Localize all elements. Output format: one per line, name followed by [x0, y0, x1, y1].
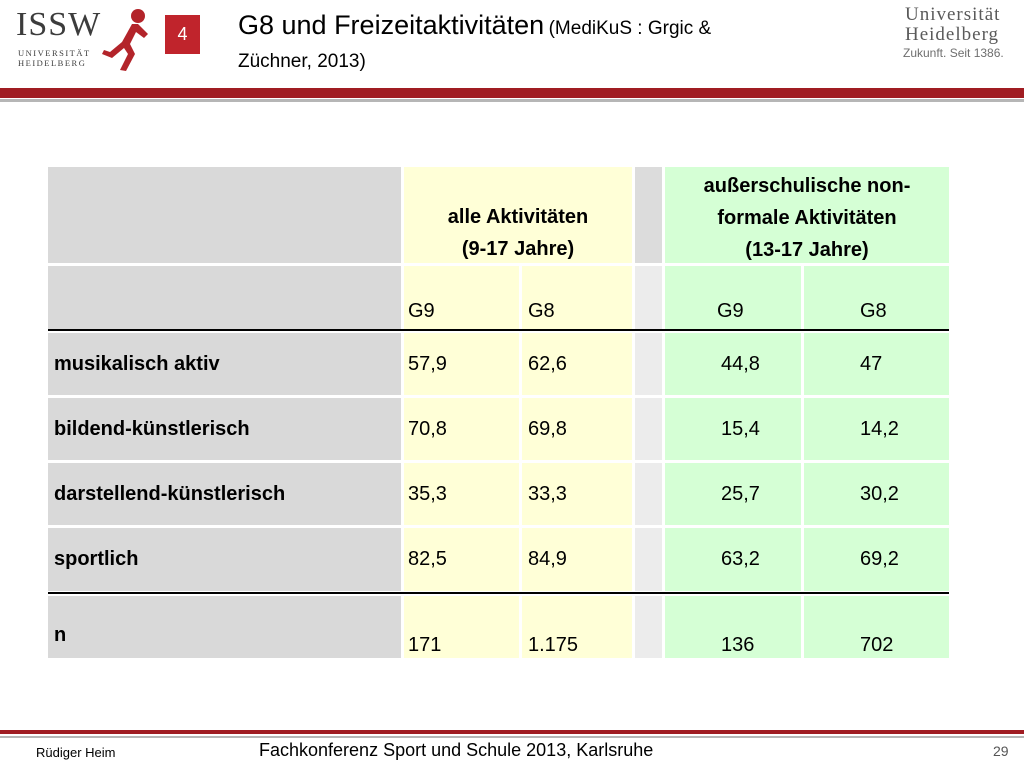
- footer-conference: Fachkonferenz Sport und Schule 2013, Kar…: [259, 740, 654, 760]
- title-main: G8 und Freizeitaktivitäten: [238, 10, 545, 40]
- group-separator: [635, 596, 662, 658]
- row-label: sportlich: [48, 528, 401, 591]
- row-label: bildend-künstlerisch: [48, 398, 401, 460]
- group-separator: [635, 463, 662, 525]
- table-cell: 33,3: [522, 463, 632, 525]
- issw-logo-line1: UNIVERSITÄT: [18, 48, 91, 58]
- subheader-g9: G9: [665, 266, 801, 330]
- footer-divider: [0, 730, 1024, 734]
- table-cell: 63,2: [665, 528, 801, 591]
- group2-line3: (13-17 Jahre): [745, 239, 869, 261]
- group2-line2: formale Aktivitäten: [717, 207, 897, 229]
- page-number: 29: [993, 743, 1009, 759]
- university-logo-slogan: Zukunft. Seit 1386.: [903, 46, 1004, 60]
- table-cell: 15,4: [665, 398, 801, 460]
- subheader-label-cell: [48, 266, 401, 330]
- issw-logo: ISSW UNIVERSITÄT HEIDELBERG: [14, 6, 149, 72]
- table-cell: 69,8: [522, 398, 632, 460]
- header-divider: [0, 88, 1024, 98]
- university-logo-line2: Heidelberg: [905, 24, 1000, 45]
- group-separator: [635, 333, 662, 395]
- table-corner-cell: [48, 167, 401, 263]
- title-source-1: (MediKuS : Grgic &: [548, 18, 712, 39]
- subheader-g9: G9: [404, 266, 519, 330]
- row-label: n: [54, 624, 67, 646]
- subheader-g8: G8: [522, 266, 632, 330]
- runner-icon: [102, 9, 148, 71]
- group2-line1: außerschulische non-: [703, 175, 911, 197]
- table-cell: 136: [665, 596, 801, 658]
- university-logo: Universität Heidelberg Zukunft. Seit 138…: [895, 4, 1015, 64]
- group-header-all-activities: alle Aktivitäten (9-17 Jahre): [404, 167, 632, 263]
- header-divider-shadow: [0, 99, 1024, 102]
- title-source-2: Züchner, 2013): [238, 51, 366, 72]
- table-cell: 35,3: [404, 463, 519, 525]
- table-cell: 171: [404, 596, 519, 658]
- group1-line2: (9-17 Jahre): [461, 238, 575, 260]
- table-cell: 44,8: [665, 333, 801, 395]
- table-header-rule: [48, 329, 949, 331]
- table-cell: 84,9: [522, 528, 632, 591]
- university-logo-line1: Universität: [905, 4, 1001, 25]
- table-cell: 70,8: [404, 398, 519, 460]
- table-cell: 57,9: [404, 333, 519, 395]
- table-cell: 14,2: [804, 398, 949, 460]
- row-label-cell: n: [48, 596, 401, 658]
- group-separator: [635, 167, 662, 263]
- footer-author: Rüdiger Heim: [36, 745, 116, 760]
- table-cell: 702: [804, 596, 949, 658]
- slide-number-badge: 4: [165, 15, 200, 54]
- issw-logo-line2: HEIDELBERG: [18, 58, 87, 68]
- table-cell: 82,5: [404, 528, 519, 591]
- footer-divider-shadow: [0, 736, 1024, 738]
- row-label: darstellend-künstlerisch: [48, 463, 401, 525]
- table-cell: 47: [804, 333, 949, 395]
- table-total-rule: [48, 592, 949, 594]
- table-cell: 1.175: [522, 596, 632, 658]
- subheader-g8: G8: [804, 266, 949, 330]
- slide-title: G8 und Freizeitaktivitäten (MediKuS : Gr…: [238, 9, 838, 79]
- group-header-nonformal-activities: außerschulische non- formale Aktivitäten…: [665, 167, 949, 263]
- table-cell: 30,2: [804, 463, 949, 525]
- group-separator: [635, 266, 662, 330]
- group-separator: [635, 398, 662, 460]
- table-cell: 62,6: [522, 333, 632, 395]
- row-label: musikalisch aktiv: [48, 333, 401, 395]
- group-separator: [635, 528, 662, 591]
- group1-line1: alle Aktivitäten: [447, 206, 589, 228]
- table-cell: 69,2: [804, 528, 949, 591]
- table-cell: 25,7: [665, 463, 801, 525]
- issw-logo-text: ISSW: [16, 6, 102, 43]
